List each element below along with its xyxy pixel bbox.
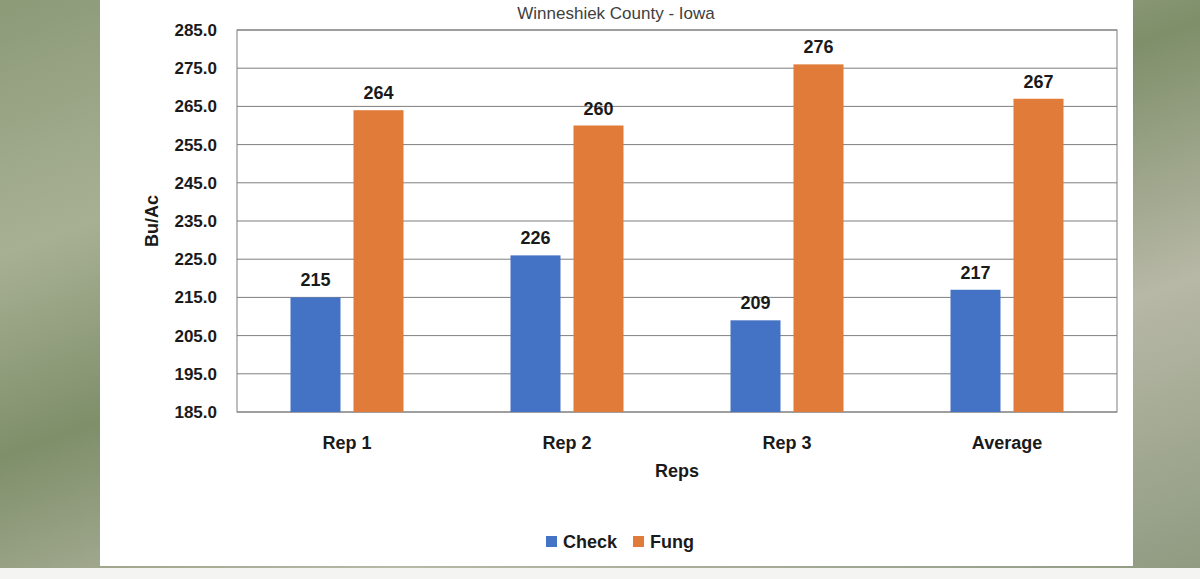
x-tick-label: Rep 3 bbox=[762, 433, 811, 453]
x-tick-label: Rep 1 bbox=[322, 433, 371, 453]
bars bbox=[291, 64, 1064, 412]
data-label: 267 bbox=[1023, 72, 1053, 92]
bottom-strip bbox=[0, 568, 1200, 579]
x-tick-label: Rep 2 bbox=[542, 433, 591, 453]
bar bbox=[291, 297, 341, 412]
y-tick-label: 185.0 bbox=[174, 403, 217, 422]
bar bbox=[511, 255, 561, 412]
y-tick-label: 235.0 bbox=[174, 212, 217, 231]
data-labels: 215 226 209 217 264 260 276 267 bbox=[300, 37, 1053, 313]
data-label: 217 bbox=[960, 263, 990, 283]
legend-swatch bbox=[546, 536, 557, 547]
bar bbox=[574, 126, 624, 413]
y-tick-label: 215.0 bbox=[174, 288, 217, 307]
y-tick-label: 265.0 bbox=[174, 97, 217, 116]
bar bbox=[951, 290, 1001, 412]
x-tick-label: Average bbox=[972, 433, 1042, 453]
y-axis-label: Bu/Ac bbox=[142, 195, 162, 247]
legend-swatch bbox=[633, 536, 644, 547]
bar bbox=[1014, 99, 1064, 412]
y-tick-label: 275.0 bbox=[174, 59, 217, 78]
legend-label: Check bbox=[563, 532, 618, 552]
x-axis-label: Reps bbox=[655, 461, 699, 481]
grid-line bbox=[237, 106, 1117, 107]
data-label: 260 bbox=[583, 99, 613, 119]
title: Winneshiek County - Iowa bbox=[517, 4, 715, 23]
plot-frame bbox=[237, 30, 1117, 412]
data-label: 276 bbox=[803, 37, 833, 57]
data-label: 226 bbox=[520, 228, 550, 248]
data-label: 264 bbox=[363, 83, 393, 103]
y-tick-label: 285.0 bbox=[174, 21, 217, 40]
legend-label: Fung bbox=[650, 532, 694, 552]
y-tick-label: 205.0 bbox=[174, 327, 217, 346]
bar bbox=[731, 320, 781, 412]
data-label: 215 bbox=[300, 270, 330, 290]
bar bbox=[794, 64, 844, 412]
y-tick-label: 225.0 bbox=[174, 250, 217, 269]
y-tick-label: 195.0 bbox=[174, 365, 217, 384]
y-tick-label: 255.0 bbox=[174, 136, 217, 155]
bar bbox=[354, 110, 404, 412]
grid bbox=[237, 30, 1117, 412]
legend: Check Fung bbox=[546, 532, 694, 552]
grid-line bbox=[237, 68, 1117, 69]
y-tick-label: 245.0 bbox=[174, 174, 217, 193]
data-label: 209 bbox=[740, 293, 770, 313]
chart: Winneshiek County - Iowa 185.0 195.0 205.0 2… bbox=[0, 0, 1200, 579]
